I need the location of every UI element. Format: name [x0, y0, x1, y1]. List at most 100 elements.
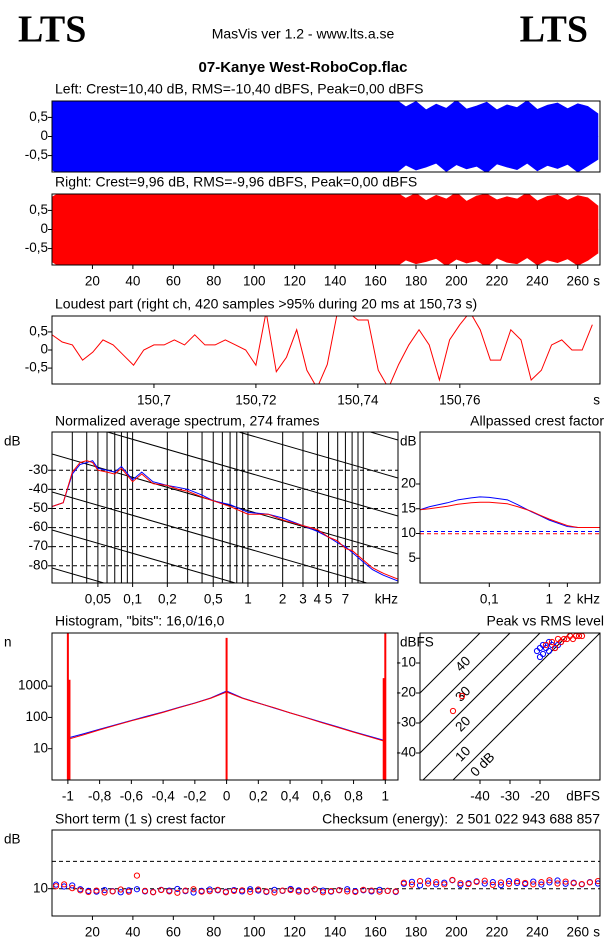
plot-area	[52, 101, 599, 172]
data-point	[230, 887, 238, 894]
data-point	[562, 878, 569, 885]
plot-frame	[419, 632, 601, 781]
data-point	[569, 635, 577, 643]
data-point	[433, 879, 440, 886]
x-tick-label: 150,7	[137, 393, 171, 408]
data-point	[408, 881, 416, 888]
data-point	[538, 879, 545, 886]
data-point	[311, 886, 318, 893]
data-point	[542, 641, 550, 649]
data-point	[85, 888, 92, 896]
data-point	[538, 881, 545, 888]
x-tick-label: 180	[405, 925, 428, 940]
data-point	[327, 888, 335, 895]
y-tick-label: -0,5	[25, 240, 48, 255]
data-point	[416, 877, 424, 885]
plot-area	[52, 860, 600, 896]
logo: LTS	[18, 9, 86, 51]
data-point	[497, 882, 505, 889]
x-tick-label: 80	[206, 925, 221, 940]
y-axis-label: n	[4, 635, 12, 650]
x-tick-label: 40	[125, 925, 140, 940]
data-point	[425, 880, 432, 887]
data-point	[578, 880, 585, 888]
data-point	[441, 881, 448, 888]
x-tick-label: 40	[125, 274, 140, 289]
data-point	[562, 880, 569, 887]
data-point	[408, 878, 416, 885]
data-point	[392, 888, 399, 895]
data-point	[214, 886, 221, 893]
plot-frame	[51, 100, 601, 173]
data-point	[190, 886, 197, 893]
data-line	[52, 460, 398, 582]
data-point	[433, 881, 440, 888]
y-tick-label: -30	[396, 715, 416, 730]
x-tick-label: 150,76	[439, 393, 480, 408]
data-point	[465, 880, 472, 888]
x-tick-label: 0,1	[480, 592, 499, 607]
y-tick-label: -30	[28, 462, 48, 477]
data-point	[344, 886, 351, 893]
y-tick-label: 10	[33, 740, 48, 755]
waveform-envelope	[52, 101, 599, 137]
data-point	[473, 878, 480, 885]
y-tick-label: -60	[28, 519, 48, 534]
data-point	[400, 879, 407, 886]
x-tick-label: -0,4	[151, 789, 175, 804]
data-point	[530, 878, 537, 885]
x-tick-label: 200	[445, 925, 468, 940]
panel-title: Peak vs RMS level	[487, 613, 604, 629]
data-point	[489, 879, 496, 886]
y-tick-label: -70	[28, 538, 48, 553]
x-tick-label: 0,05	[85, 592, 111, 607]
y-tick-label: -80	[28, 557, 48, 572]
data-point	[539, 641, 547, 649]
x-tick-label: 150,74	[337, 393, 379, 408]
y-tick-label: 0	[40, 342, 48, 357]
x-tick-label: 220	[486, 274, 509, 289]
waveform-envelope	[52, 136, 599, 172]
x-tick-label: 160	[364, 925, 387, 940]
data-point	[166, 888, 173, 895]
plot-frame	[419, 431, 601, 584]
data-point	[141, 887, 149, 894]
panel: Allpassed crest factor dB kHz 20 15 10 5 0,1 1 2	[400, 413, 604, 607]
x-tick-label: 20	[85, 925, 100, 940]
data-point	[263, 888, 270, 895]
data-point	[563, 635, 571, 643]
data-point	[554, 880, 561, 887]
y-tick-label: 0	[40, 128, 48, 143]
data-point	[546, 879, 553, 886]
x-tick-label: 0,1	[123, 592, 142, 607]
data-point	[206, 888, 213, 895]
data-point	[174, 889, 181, 896]
data-point	[117, 886, 124, 893]
x-tick-label: 120	[283, 274, 306, 289]
data-point	[271, 889, 278, 896]
data-point	[101, 886, 108, 894]
data-point	[425, 877, 432, 884]
y-tick-label: 0,5	[29, 323, 48, 338]
data-point	[352, 888, 359, 896]
y-tick-label: 5	[408, 550, 416, 565]
data-point	[594, 877, 600, 885]
data-point	[336, 887, 343, 894]
panel: Short term (1 s) crest factor Checksum (e…	[4, 811, 601, 940]
data-point	[247, 888, 254, 896]
x-tick-label: 60	[166, 925, 181, 940]
panel: Normalized average spectrum, 274 frames d…	[4, 413, 399, 607]
x-tick-label: 180	[405, 274, 428, 289]
data-point	[93, 887, 100, 894]
x-tick-label: 80	[206, 274, 221, 289]
x-tick-label: 220	[486, 925, 509, 940]
x-tick-label: -40	[470, 789, 490, 804]
data-point	[319, 889, 327, 896]
x-tick-label: 1	[382, 789, 390, 804]
y-tick-label: -50	[28, 500, 48, 515]
checksum: Checksum (energy): 2 501 022 943 688 857	[322, 811, 600, 827]
panel-title: Histogram, "bits": 16,0/16,0	[55, 613, 225, 629]
data-point	[449, 707, 457, 715]
file-name: 07-Kanye West-RoboCop.flac	[199, 59, 408, 76]
